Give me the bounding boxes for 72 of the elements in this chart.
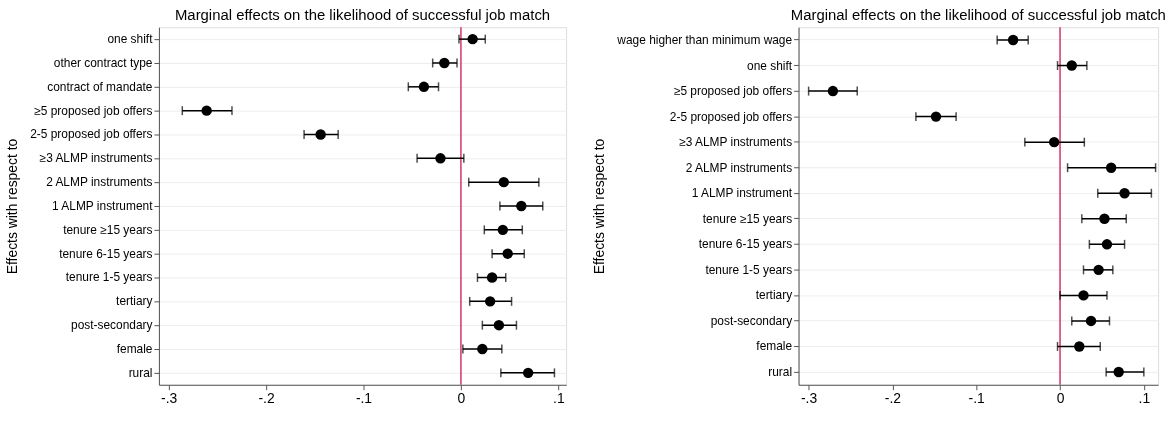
y-tick-label: 2 ALMP instruments xyxy=(46,175,153,190)
point xyxy=(1105,162,1117,173)
x-tick-label: -.2 xyxy=(884,390,902,407)
point xyxy=(1007,34,1019,46)
point xyxy=(1093,264,1104,276)
y-tick-label: contract of mandate xyxy=(47,79,153,94)
point xyxy=(498,176,509,188)
y-tick-label: tertiary xyxy=(116,294,153,309)
x-tick-label: -.1 xyxy=(968,390,986,407)
point xyxy=(502,248,513,259)
point xyxy=(315,129,326,140)
x-tick-label: 0 xyxy=(1056,390,1065,407)
chart-title: Marginal effects on the likelihood of successful job match xyxy=(174,6,551,23)
x-tick-label: -.3 xyxy=(161,390,178,407)
y-tick-label: 2-5 proposed job offers xyxy=(669,109,793,124)
point xyxy=(486,272,498,283)
point xyxy=(1078,290,1089,301)
y-tick-label: tenure 1-5 years xyxy=(65,270,153,285)
point xyxy=(1113,366,1124,378)
x-tick-label: 0 xyxy=(457,390,466,407)
point xyxy=(201,105,212,116)
y-tick-label: tenure 6-15 years xyxy=(59,246,153,261)
point xyxy=(930,111,942,122)
y-tick-label: post-secondary xyxy=(710,313,793,328)
point xyxy=(1119,188,1130,199)
y-tick-label: ≥5 proposed job offers xyxy=(673,84,793,99)
y-tick-label: one shift xyxy=(107,32,154,47)
point xyxy=(1066,60,1077,71)
y-axis-title: Effects with respect to xyxy=(591,138,608,275)
point xyxy=(467,33,478,45)
point xyxy=(484,296,496,307)
x-tick-label: -.2 xyxy=(258,390,275,407)
point xyxy=(497,224,509,236)
point xyxy=(435,153,446,164)
y-tick-label: post-secondary xyxy=(71,318,153,333)
y-tick-label: rural xyxy=(128,365,153,380)
y-tick-label: tenure ≥15 years xyxy=(63,222,153,237)
y-tick-label: female xyxy=(756,339,793,354)
y-tick-label: ≥5 proposed job offers xyxy=(34,103,153,118)
point xyxy=(522,367,534,379)
y-tick-label: tertiary xyxy=(755,288,793,303)
point xyxy=(477,343,488,355)
y-tick-label: 2 ALMP instruments xyxy=(685,160,793,175)
point xyxy=(1085,315,1097,327)
y-tick-label: female xyxy=(116,342,153,356)
point xyxy=(516,200,527,212)
point xyxy=(1099,213,1110,224)
chart-title: Marginal effects on the likelihood of successful job match xyxy=(790,6,1166,23)
y-tick-label: 2-5 proposed job offers xyxy=(30,127,153,142)
y-tick-label: wage higher than minimum wage xyxy=(616,32,793,47)
y-tick-label: other contract type xyxy=(53,55,153,70)
point xyxy=(1074,341,1085,352)
point xyxy=(827,85,839,97)
x-tick-label: .1 xyxy=(553,390,565,407)
x-tick-label: -.3 xyxy=(800,390,818,407)
x-tick-label: .1 xyxy=(1138,390,1151,407)
y-tick-label: 1 ALMP instrument xyxy=(691,186,793,201)
y-tick-label: tenure ≥15 years xyxy=(702,211,793,226)
y-tick-label: tenure 6-15 years xyxy=(698,237,793,252)
y-tick-label: 1 ALMP instrument xyxy=(52,198,154,213)
point xyxy=(493,319,505,331)
x-tick-label: -.1 xyxy=(355,390,373,407)
y-tick-label: one shift xyxy=(747,58,793,73)
y-tick-label: tenure 1-5 years xyxy=(705,262,793,277)
y-tick-label: ≥3 ALMP instruments xyxy=(39,151,153,166)
point xyxy=(1048,136,1060,148)
point xyxy=(439,57,450,69)
y-tick-label: rural xyxy=(768,364,793,379)
y-axis-title: Effects with respect to xyxy=(4,138,21,275)
y-tick-label: ≥3 ALMP instruments xyxy=(679,135,793,150)
point xyxy=(418,81,430,93)
point xyxy=(1101,239,1113,250)
